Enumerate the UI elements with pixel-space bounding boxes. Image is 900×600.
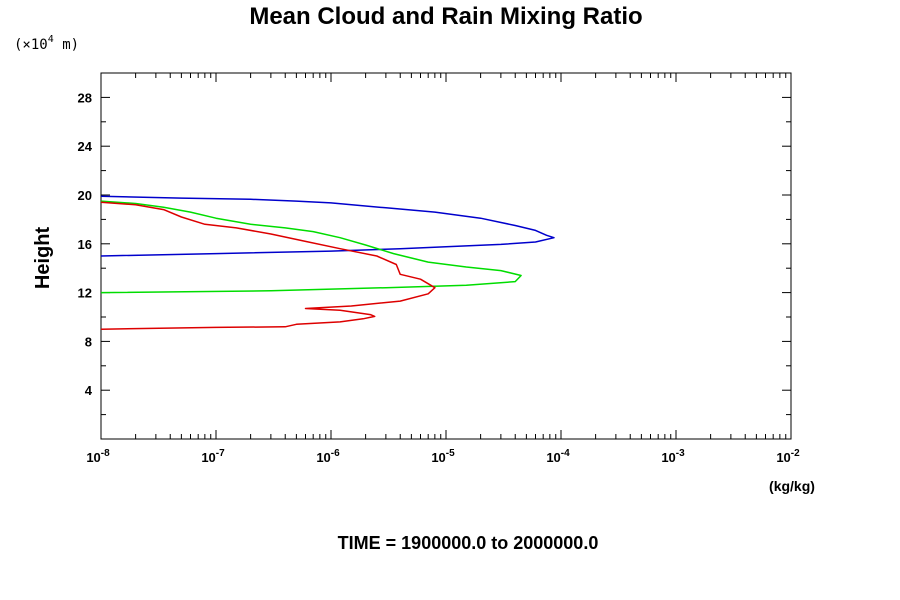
y-scale-spacer bbox=[54, 37, 62, 53]
x-tick-labels: 10-8 10-7 10-6 10-5 10-4 10-3 10-2 bbox=[86, 448, 800, 465]
x-tick-exponent: -8 bbox=[101, 448, 110, 459]
y-scale-exponent: 4 bbox=[48, 34, 54, 45]
y-scale-label: (×104 m) bbox=[14, 34, 79, 53]
x-tick-exponent: -2 bbox=[791, 448, 800, 459]
x-tick-base: 10 bbox=[201, 450, 215, 465]
x-tick-base: 10 bbox=[431, 450, 445, 465]
series-lines bbox=[100, 195, 555, 330]
y-tick-label: 4 bbox=[85, 383, 93, 398]
axis-ticks bbox=[100, 73, 792, 439]
y-axis-label: Height bbox=[32, 227, 54, 290]
x-tick-base: 10 bbox=[661, 450, 675, 465]
time-range-label: TIME = 1900000.0 to 2000000.0 bbox=[338, 533, 599, 553]
y-tick-label: 16 bbox=[78, 237, 92, 252]
x-tick-label: 10-5 bbox=[431, 448, 455, 465]
x-tick-base: 10 bbox=[546, 450, 560, 465]
series-line-3 bbox=[100, 201, 436, 330]
x-tick-label: 10-2 bbox=[776, 448, 800, 465]
y-tick-label: 20 bbox=[78, 188, 92, 203]
x-tick-label: 10-6 bbox=[316, 448, 340, 465]
x-tick-exponent: -4 bbox=[561, 448, 570, 459]
x-tick-label: 10-3 bbox=[661, 448, 685, 465]
x-tick-label: 10-4 bbox=[546, 448, 570, 465]
x-tick-base: 10 bbox=[86, 450, 100, 465]
x-tick-exponent: -6 bbox=[331, 448, 340, 459]
series-line-2 bbox=[100, 200, 522, 294]
y-tick-label: 28 bbox=[78, 90, 92, 105]
plot-frame bbox=[100, 72, 792, 440]
y-tick-label: 24 bbox=[78, 139, 93, 154]
x-tick-exponent: -7 bbox=[216, 448, 225, 459]
y-scale-prefix: (×10 bbox=[14, 37, 48, 53]
series-line-1 bbox=[100, 195, 555, 257]
y-tick-labels: 4 8 12 16 20 24 28 bbox=[78, 90, 93, 398]
y-tick-label: 12 bbox=[78, 286, 92, 301]
x-tick-base: 10 bbox=[316, 450, 330, 465]
x-tick-exponent: -3 bbox=[676, 448, 685, 459]
x-tick-exponent: -5 bbox=[446, 448, 455, 459]
x-unit-label: (kg/kg) bbox=[769, 478, 815, 494]
chart-title: Mean Cloud and Rain Mixing Ratio bbox=[249, 3, 642, 30]
x-tick-base: 10 bbox=[776, 450, 790, 465]
y-scale-unit: m) bbox=[62, 37, 79, 53]
y-tick-label: 8 bbox=[85, 334, 92, 349]
x-tick-label: 10-7 bbox=[201, 448, 225, 465]
x-tick-label: 10-8 bbox=[86, 448, 110, 465]
